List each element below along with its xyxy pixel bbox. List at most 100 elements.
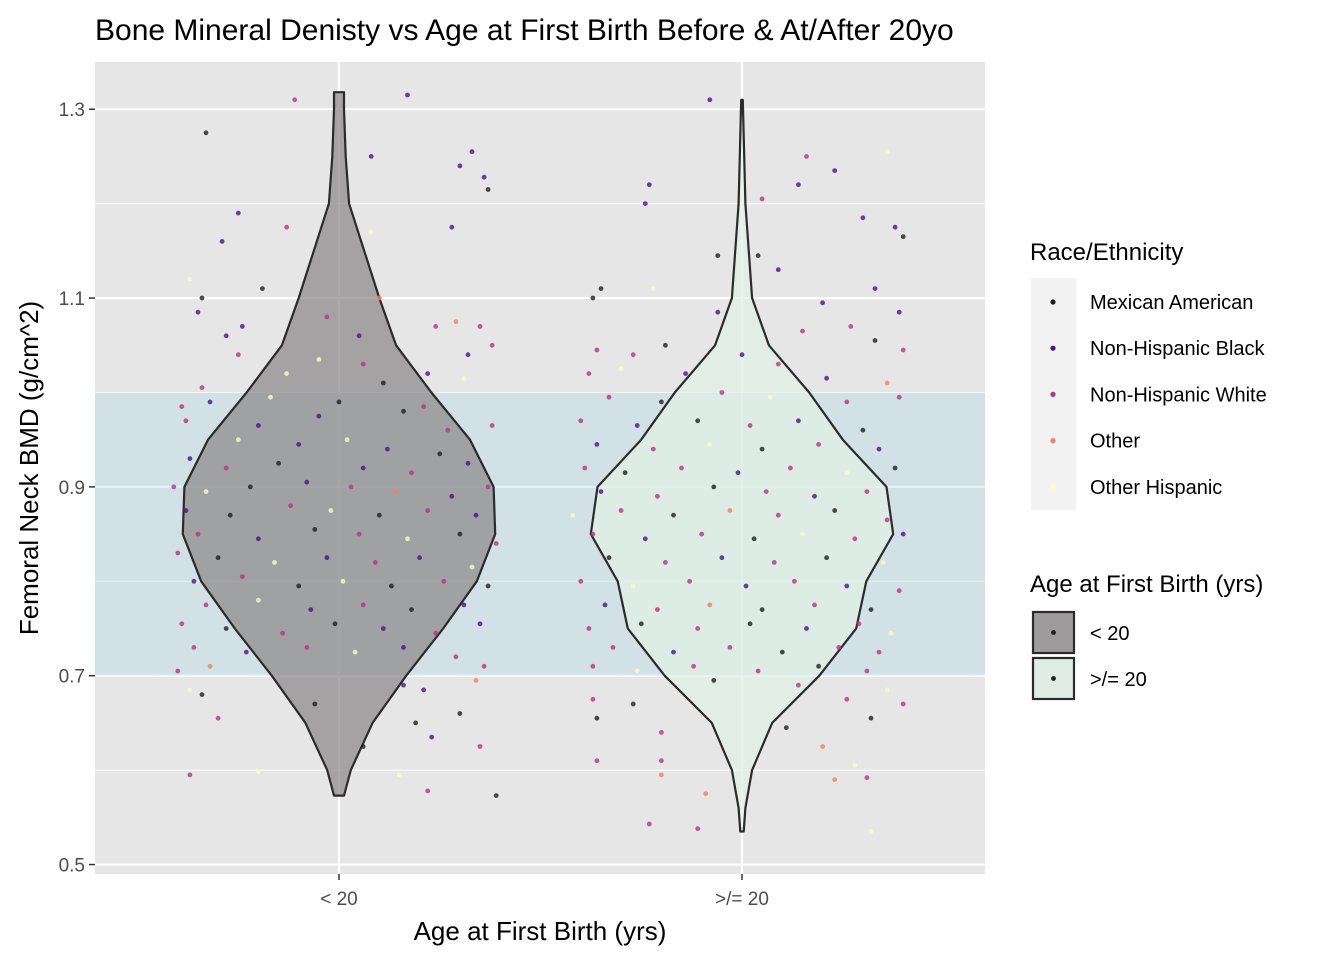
legend-race-key bbox=[1050, 391, 1056, 397]
legend-race-label: Non-Hispanic Black bbox=[1090, 338, 1266, 360]
data-point bbox=[360, 361, 366, 367]
data-point bbox=[485, 583, 491, 589]
data-point bbox=[630, 583, 636, 589]
data-point bbox=[276, 460, 281, 466]
data-point bbox=[687, 578, 692, 584]
data-point bbox=[759, 196, 765, 202]
data-point bbox=[896, 588, 902, 594]
data-point bbox=[199, 295, 205, 301]
data-point bbox=[292, 97, 298, 103]
data-point bbox=[493, 541, 499, 546]
data-point bbox=[630, 352, 636, 358]
data-point bbox=[304, 645, 310, 650]
data-point bbox=[759, 446, 765, 452]
data-point bbox=[235, 352, 241, 358]
legend-age-key-dot bbox=[1051, 676, 1056, 681]
data-point bbox=[606, 394, 612, 400]
data-point bbox=[203, 489, 209, 494]
data-point bbox=[429, 734, 435, 740]
data-point bbox=[650, 286, 656, 291]
data-point bbox=[868, 607, 874, 612]
data-point bbox=[659, 772, 664, 778]
data-point bbox=[397, 772, 402, 778]
data-point bbox=[695, 826, 701, 832]
data-point bbox=[788, 465, 793, 471]
data-point bbox=[655, 493, 660, 499]
data-point bbox=[816, 663, 821, 669]
data-point bbox=[824, 375, 829, 381]
data-point bbox=[707, 97, 713, 103]
data-point bbox=[659, 730, 664, 735]
data-point bbox=[421, 404, 426, 409]
data-point bbox=[195, 309, 201, 315]
data-point bbox=[401, 408, 406, 414]
points bbox=[171, 92, 906, 834]
data-point bbox=[900, 347, 906, 353]
data-point bbox=[199, 385, 205, 391]
data-point bbox=[590, 663, 596, 669]
data-point bbox=[900, 531, 906, 537]
data-point bbox=[348, 484, 354, 490]
data-point bbox=[219, 239, 225, 244]
data-point bbox=[288, 503, 293, 509]
data-point bbox=[215, 555, 221, 561]
data-point bbox=[191, 645, 197, 650]
data-point bbox=[243, 649, 249, 655]
data-point bbox=[401, 682, 406, 688]
data-point bbox=[401, 645, 406, 650]
data-point bbox=[187, 456, 193, 461]
data-point bbox=[477, 324, 483, 329]
data-point bbox=[836, 645, 842, 650]
data-point bbox=[792, 578, 797, 584]
data-point bbox=[409, 470, 414, 476]
data-point bbox=[663, 342, 668, 348]
data-point bbox=[634, 423, 640, 428]
data-point bbox=[638, 621, 644, 627]
data-point bbox=[820, 300, 825, 306]
data-point bbox=[618, 508, 624, 513]
data-point bbox=[256, 536, 261, 542]
data-point bbox=[747, 621, 753, 627]
data-point bbox=[380, 626, 386, 631]
data-point bbox=[578, 578, 584, 584]
legend-age-items: < 20 >/= 20 bbox=[1031, 610, 1147, 701]
data-point bbox=[389, 583, 394, 589]
data-point bbox=[844, 583, 850, 589]
data-point bbox=[256, 423, 261, 428]
data-point bbox=[578, 418, 584, 424]
data-point bbox=[642, 201, 648, 207]
violins bbox=[181, 91, 895, 833]
data-point bbox=[872, 286, 878, 291]
legend-age-label: >/= 20 bbox=[1090, 669, 1147, 691]
data-point bbox=[227, 512, 233, 518]
legend-race-title: Race/Ethnicity bbox=[1030, 239, 1183, 266]
data-point bbox=[598, 286, 604, 291]
data-point bbox=[650, 446, 656, 452]
data-point bbox=[425, 371, 431, 376]
data-point bbox=[856, 621, 862, 627]
data-point bbox=[570, 512, 576, 518]
data-point bbox=[376, 295, 382, 301]
data-point bbox=[860, 427, 866, 433]
legend-race-key bbox=[1050, 438, 1056, 444]
data-point bbox=[844, 399, 850, 405]
data-point bbox=[864, 489, 870, 494]
data-point bbox=[368, 154, 374, 159]
data-point bbox=[832, 508, 838, 513]
data-point bbox=[441, 578, 447, 584]
data-point bbox=[876, 446, 882, 452]
data-point bbox=[199, 692, 205, 697]
data-point bbox=[324, 555, 330, 561]
data-point bbox=[719, 390, 725, 395]
legend-age-key-dot bbox=[1051, 630, 1056, 635]
data-point bbox=[594, 442, 600, 447]
data-point bbox=[489, 423, 495, 428]
data-point bbox=[868, 829, 874, 834]
data-point bbox=[179, 621, 185, 627]
data-point bbox=[896, 309, 902, 315]
data-point bbox=[433, 324, 439, 329]
data-point bbox=[207, 663, 213, 669]
data-point bbox=[223, 333, 229, 339]
data-point bbox=[332, 621, 338, 627]
data-point bbox=[594, 347, 600, 353]
